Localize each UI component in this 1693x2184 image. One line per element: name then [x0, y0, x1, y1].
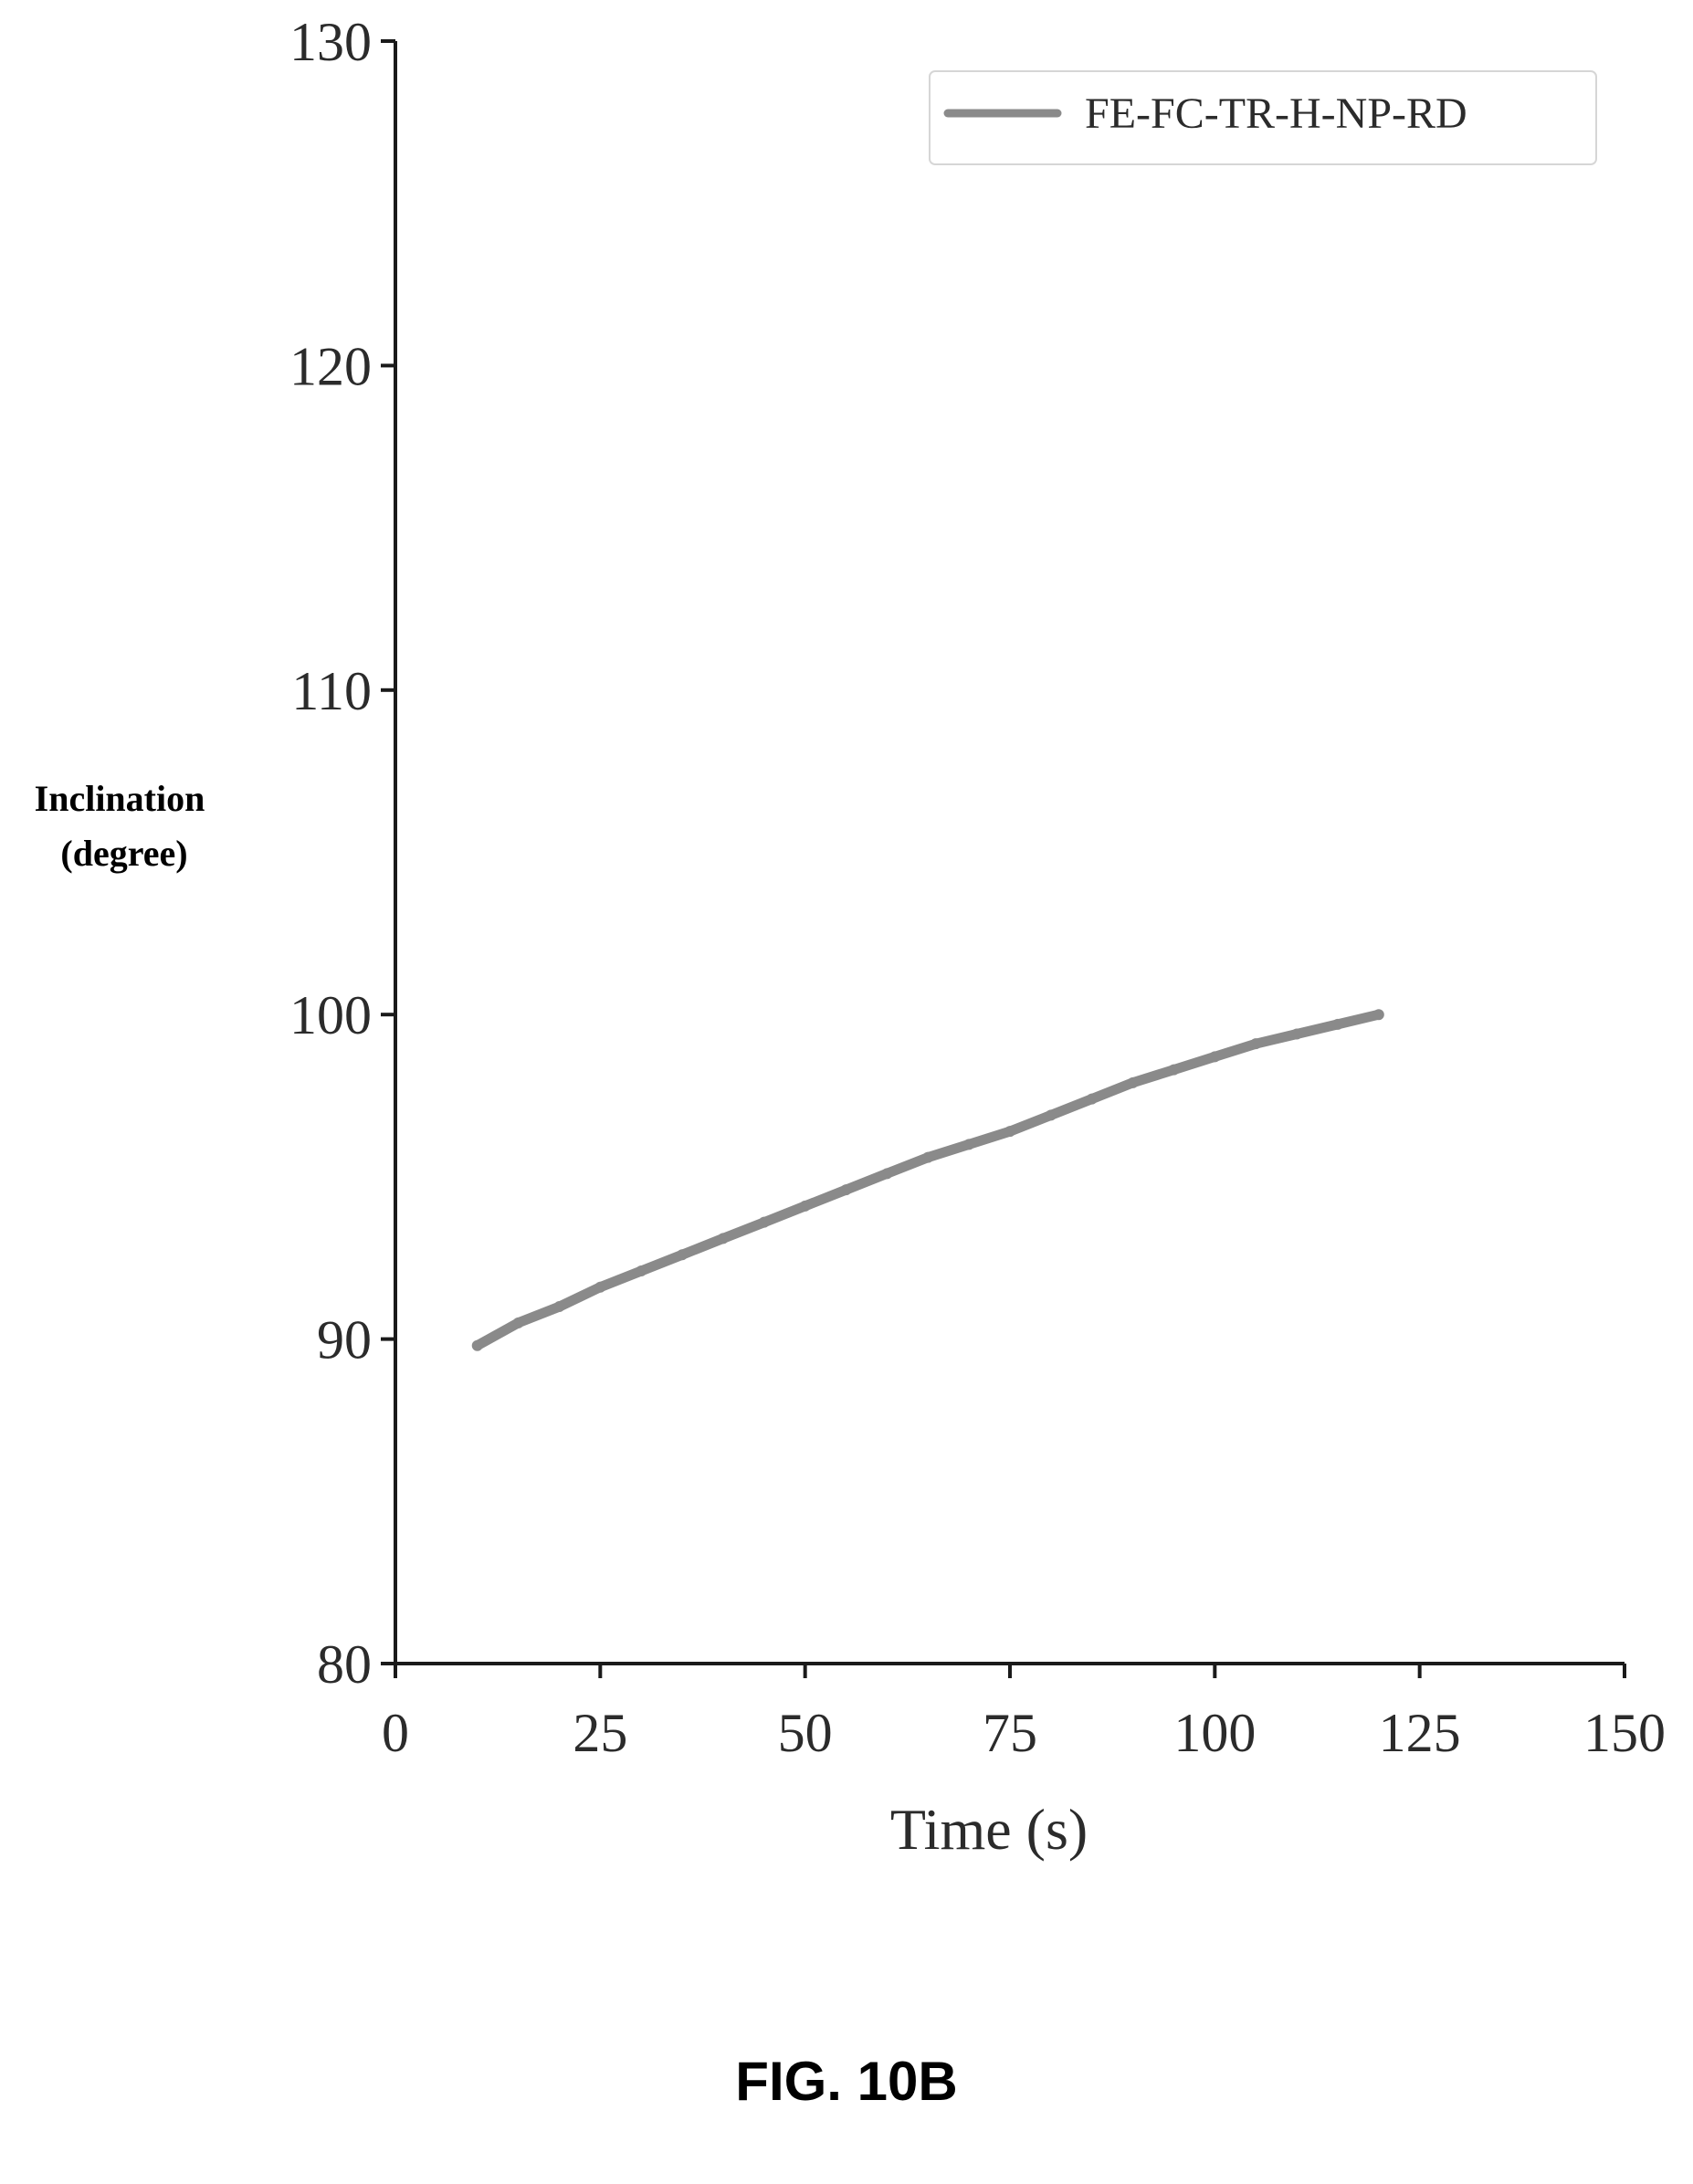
x-tick-label: 100: [1173, 1703, 1256, 1763]
data-point: [677, 1249, 689, 1261]
data-point: [840, 1184, 852, 1196]
data-point: [636, 1265, 647, 1276]
y-ticks: 80 90 100 110 120 130: [289, 12, 395, 1695]
y-tick-label: 80: [317, 1634, 372, 1695]
data-point: [963, 1139, 975, 1150]
x-tick-label: 150: [1583, 1703, 1666, 1763]
y-axis-title: Inclination (degree): [35, 778, 215, 874]
y-tick-label: 120: [289, 336, 372, 396]
y-tick-label: 130: [289, 12, 372, 72]
data-point: [1372, 1009, 1384, 1021]
line-chart: 80 90 100 110 120 130 0 25 50 75 100 125 150 Time (…: [35, 12, 1666, 1862]
x-ticks: 0 25 50 75 100 125 150: [382, 1664, 1666, 1763]
legend-label: FE-FC-TR-H-NP-RD: [1085, 89, 1467, 138]
legend: FE-FC-TR-H-NP-RD: [929, 70, 1597, 165]
y-tick-label: 110: [291, 661, 372, 721]
y-tick-label: 100: [289, 985, 372, 1045]
x-tick-label: 125: [1379, 1703, 1461, 1763]
data-point: [512, 1317, 524, 1328]
data-point: [1004, 1126, 1015, 1138]
data-point: [758, 1216, 770, 1228]
data-point: [1209, 1051, 1221, 1063]
x-axis-title: Time (s): [890, 1797, 1088, 1862]
data-point: [1291, 1028, 1303, 1040]
data-point: [922, 1151, 934, 1163]
legend-box: [929, 70, 1597, 165]
series-layer: [471, 1009, 1384, 1351]
y-axis-title-line-1: Inclination: [35, 778, 205, 819]
data-point: [1045, 1109, 1057, 1121]
x-tick-label: 0: [382, 1703, 409, 1763]
data-point: [471, 1339, 483, 1351]
data-point: [799, 1200, 811, 1212]
y-tick-label: 90: [317, 1310, 372, 1370]
data-point: [881, 1168, 893, 1180]
data-point: [1250, 1038, 1262, 1050]
data-point: [553, 1301, 565, 1313]
data-point: [1168, 1064, 1180, 1076]
data-point: [717, 1233, 729, 1244]
data-point: [1086, 1093, 1098, 1105]
x-tick-label: 25: [573, 1703, 627, 1763]
data-point: [1127, 1076, 1139, 1088]
data-point: [594, 1281, 606, 1293]
y-axis-title-line-2: (degree): [60, 833, 187, 874]
x-tick-label: 50: [778, 1703, 833, 1763]
x-tick-label: 75: [983, 1703, 1037, 1763]
data-point: [1331, 1018, 1343, 1030]
figure-caption: FIG. 10B: [735, 2051, 957, 2112]
series-line: [472, 1009, 1384, 1351]
